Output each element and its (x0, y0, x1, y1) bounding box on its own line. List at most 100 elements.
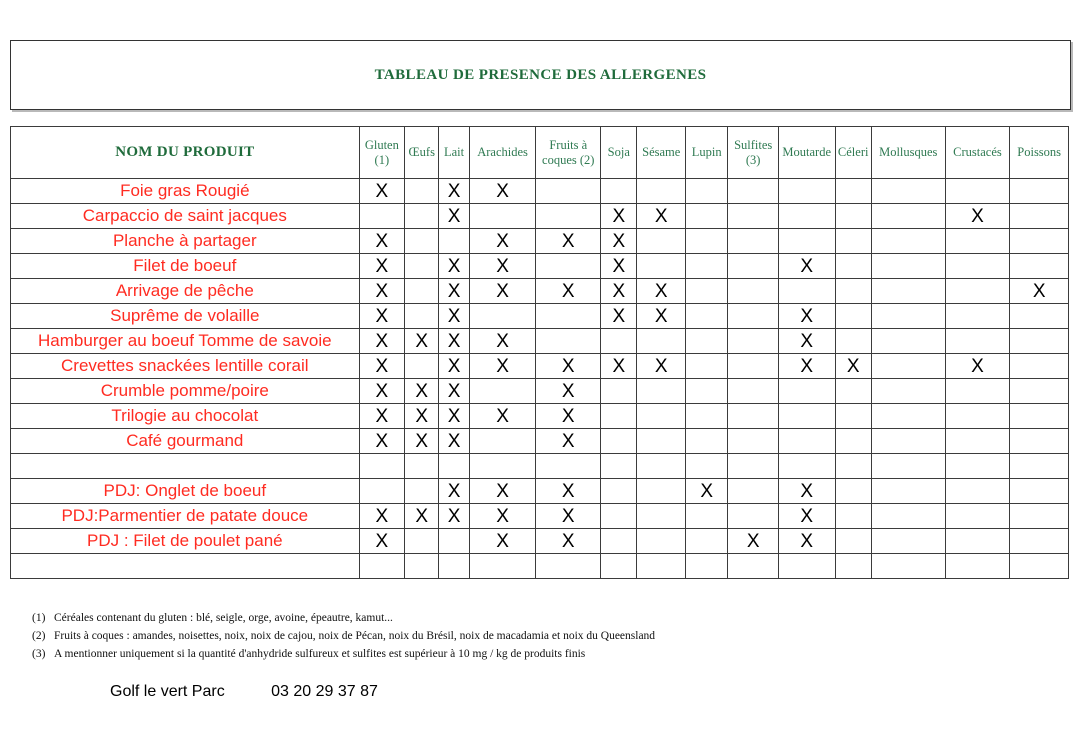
footnote: (2) Fruits à coques : amandes, noisettes,… (32, 628, 1052, 646)
allergen-mark-cell: X (468, 328, 537, 354)
allergen-mark-cell: X (535, 478, 602, 504)
allergen-mark-cell: X (1009, 278, 1069, 304)
allergen-mark-cell: X (684, 478, 729, 504)
product-name-cell: PDJ:Parmentier de patate douce (10, 503, 360, 529)
product-name-cell: Hamburger au boeuf Tomme de savoie (10, 328, 360, 354)
allergen-empty-cell (404, 553, 440, 579)
allergen-column-header: Mollusques (870, 126, 946, 179)
allergen-empty-cell (870, 478, 946, 504)
allergen-empty-cell (468, 203, 537, 229)
allergen-empty-cell (535, 253, 602, 279)
allergen-empty-cell (535, 553, 602, 579)
allergen-empty-cell (684, 403, 729, 429)
allergen-empty-cell (834, 553, 872, 579)
allergen-empty-cell (1009, 428, 1069, 454)
allergen-mark-cell: X (834, 353, 872, 379)
allergen-empty-cell (727, 178, 779, 204)
allergen-mark-cell: X (358, 378, 406, 404)
allergen-empty-cell (600, 453, 638, 479)
allergen-empty-cell (834, 478, 872, 504)
allergen-empty-cell (777, 403, 836, 429)
allergen-empty-cell (468, 453, 537, 479)
allergen-empty-cell (404, 178, 440, 204)
allergen-mark-cell: X (600, 278, 638, 304)
allergen-empty-cell (535, 453, 602, 479)
allergen-empty-cell (438, 553, 470, 579)
allergen-empty-cell (944, 528, 1011, 554)
allergen-empty-cell (404, 528, 440, 554)
allergen-mark-cell: X (358, 403, 406, 429)
allergen-empty-cell (404, 478, 440, 504)
allergen-mark-cell: X (438, 278, 470, 304)
allergen-empty-cell (834, 428, 872, 454)
footer-venue: Golf le vert Parc (110, 683, 225, 700)
allergen-empty-cell (684, 353, 729, 379)
allergen-empty-cell (727, 203, 779, 229)
allergen-empty-cell (358, 553, 406, 579)
page-title: TABLEAU DE PRESENCE DES ALLERGENES (374, 66, 707, 83)
table-row: Crevettes snackées lentille corail X X X X X X… (10, 353, 1069, 379)
table-row: PDJ: Onglet de boeuf X X X X X (10, 478, 1069, 504)
allergen-empty-cell (870, 228, 946, 254)
footnote-marker: (1) (32, 612, 46, 624)
product-name-cell (10, 453, 360, 479)
allergen-empty-cell (727, 303, 779, 329)
product-name-cell: Carpaccio de saint jacques (10, 203, 360, 229)
allergen-empty-cell (600, 503, 638, 529)
allergen-empty-cell (777, 278, 836, 304)
allergen-empty-cell (834, 403, 872, 429)
allergen-empty-cell (1009, 253, 1069, 279)
allergen-empty-cell (727, 553, 779, 579)
allergen-empty-cell (834, 278, 872, 304)
allergen-mark-cell: X (438, 178, 470, 204)
allergen-empty-cell (870, 428, 946, 454)
allergen-empty-cell (1009, 203, 1069, 229)
allergen-empty-cell (834, 228, 872, 254)
allergen-empty-cell (870, 253, 946, 279)
allergen-mark-cell: X (535, 353, 602, 379)
allergen-column-header: Moutarde (777, 126, 836, 179)
allergen-empty-cell (684, 553, 729, 579)
allergen-mark-cell: X (535, 503, 602, 529)
allergen-empty-cell (1009, 353, 1069, 379)
allergen-mark-cell: X (600, 353, 638, 379)
allergen-empty-cell (870, 278, 946, 304)
allergen-mark-cell: X (438, 503, 470, 529)
allergen-empty-cell (636, 403, 686, 429)
allergen-mark-cell: X (438, 328, 470, 354)
allergen-mark-cell: X (358, 228, 406, 254)
allergen-empty-cell (404, 453, 440, 479)
allergen-empty-cell (438, 453, 470, 479)
allergen-empty-cell (636, 428, 686, 454)
product-name-cell: Foie gras Rougié (10, 178, 360, 204)
allergen-empty-cell (834, 528, 872, 554)
allergen-empty-cell (727, 503, 779, 529)
footnote-marker: (3) (32, 647, 46, 660)
allergen-empty-cell (834, 503, 872, 529)
product-name-cell: Suprême de volaille (10, 303, 360, 329)
allergen-empty-cell (358, 478, 406, 504)
allergen-empty-cell (870, 203, 946, 229)
allergen-empty-cell (684, 428, 729, 454)
allergen-empty-cell (1009, 303, 1069, 329)
allergen-mark-cell: X (438, 403, 470, 429)
allergen-empty-cell (1009, 553, 1069, 579)
table-row: Arrivage de pêche X X X X X X X (10, 278, 1069, 304)
allergen-empty-cell (684, 303, 729, 329)
allergen-empty-cell (777, 428, 836, 454)
footnote-text: Céréales contenant du gluten : blé, seig… (54, 612, 393, 624)
allergen-empty-cell (684, 253, 729, 279)
table-row: Planche à partager X X X X (10, 228, 1069, 254)
allergen-empty-cell (944, 328, 1011, 354)
allergen-empty-cell (468, 428, 537, 454)
footnote-text: Fruits à coques : amandes, noisettes, no… (54, 629, 656, 642)
allergen-mark-cell: X (358, 503, 406, 529)
product-name-cell: Trilogie au chocolat (10, 403, 360, 429)
footer-contact: Golf le vert Parc 03 20 29 37 87 (110, 683, 378, 701)
allergen-empty-cell (438, 528, 470, 554)
allergen-mark-cell: X (438, 203, 470, 229)
allergen-empty-cell (636, 553, 686, 579)
allergen-empty-cell (600, 553, 638, 579)
allergen-mark-cell: X (468, 528, 537, 554)
